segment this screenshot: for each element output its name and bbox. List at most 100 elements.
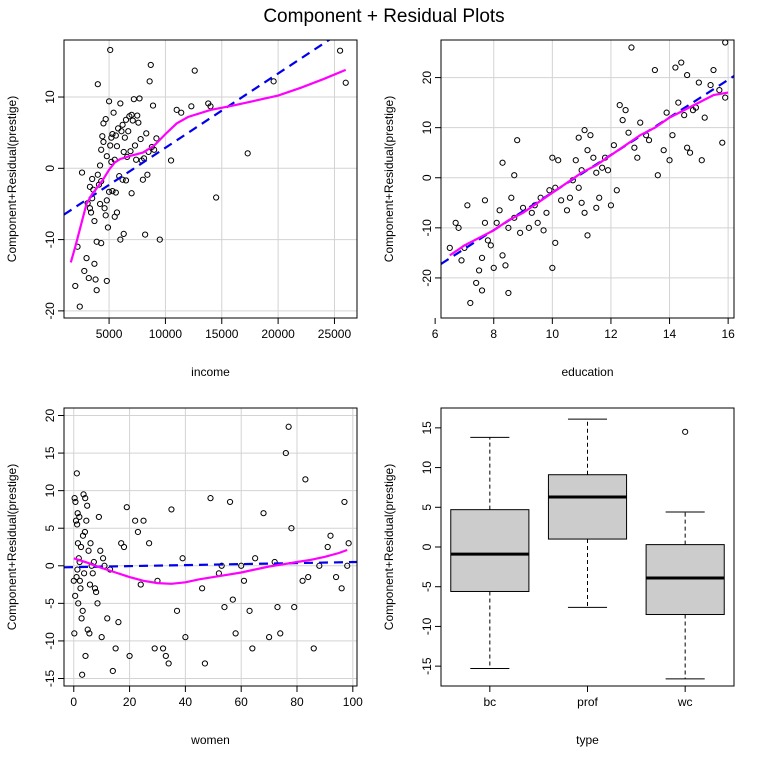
- data-point: [76, 513, 83, 521]
- data-point: [85, 547, 92, 554]
- data-point: [129, 117, 136, 124]
- data-point: [84, 626, 91, 633]
- data-point: [327, 532, 334, 539]
- data-point: [92, 276, 99, 283]
- x-axis-label: type: [576, 733, 599, 747]
- x-tick-label: 100: [343, 695, 363, 709]
- data-point: [74, 521, 81, 528]
- data-point: [143, 130, 150, 137]
- data-point: [96, 162, 104, 169]
- data-point: [628, 44, 635, 51]
- data-point: [199, 585, 206, 592]
- box-bc: [450, 436, 530, 670]
- data-point: [137, 581, 144, 588]
- panel-education: 6 8 10 12 14 16 -20 -10 0 10 20 education Component+…: [382, 39, 735, 379]
- data-point: [125, 128, 132, 135]
- data-point: [134, 112, 141, 119]
- data-point: [338, 585, 345, 592]
- data-point: [540, 227, 547, 234]
- y-tick-label: -10: [43, 632, 57, 650]
- data-point: [126, 652, 133, 660]
- data-point: [324, 543, 331, 551]
- y-tick-label: -10: [420, 617, 434, 635]
- data-point: [604, 167, 612, 174]
- data-point: [475, 267, 483, 274]
- plot-panels: 5000 10000 15000 20000 25000-20-10010incomeC…: [5, 39, 735, 747]
- data-point: [86, 205, 94, 212]
- data-point: [484, 237, 491, 244]
- data-point: [684, 144, 691, 151]
- y-axis-label: Component+Residual(prestige): [5, 96, 19, 262]
- data-point: [345, 540, 352, 547]
- data-point: [162, 652, 169, 660]
- data-point: [153, 135, 160, 142]
- x-tick-label: 8: [490, 327, 497, 341]
- data-point: [79, 532, 87, 539]
- data-point: [719, 139, 726, 146]
- data-point: [587, 132, 594, 139]
- panel-income: 5000 10000 15000 20000 25000 -20 -10 0 10 income C…: [5, 39, 358, 379]
- data-point: [546, 187, 553, 194]
- data-point: [707, 81, 714, 89]
- data-point: [99, 133, 106, 140]
- data-point: [119, 121, 126, 128]
- data-point: [528, 209, 535, 216]
- data-point: [722, 39, 729, 46]
- data-point: [77, 543, 85, 551]
- data-point: [103, 153, 110, 160]
- data-point: [493, 219, 500, 226]
- data-point: [310, 645, 317, 652]
- x-tick-label: 6: [432, 327, 439, 341]
- y-tick-label: 5: [43, 525, 57, 532]
- data-point: [511, 172, 518, 179]
- x-tick-label: 10: [546, 327, 560, 341]
- figure-title: Component + Residual Plots: [263, 6, 504, 27]
- data-point: [85, 274, 92, 282]
- data-point: [118, 128, 125, 135]
- data-point: [100, 138, 107, 146]
- data-point: [191, 67, 198, 74]
- data-point: [86, 183, 94, 190]
- data-point: [120, 230, 127, 237]
- data-point: [549, 154, 556, 161]
- data-point: [446, 244, 453, 251]
- data-point: [226, 498, 234, 506]
- data-point: [102, 116, 109, 123]
- y-tick-label: 10: [420, 121, 434, 135]
- data-point: [581, 209, 588, 216]
- data-point: [563, 207, 571, 214]
- data-point: [86, 581, 94, 588]
- x-tick-label: 15000: [205, 327, 239, 341]
- data-point: [105, 188, 113, 195]
- data-point: [634, 154, 641, 161]
- data-point: [74, 566, 81, 573]
- data-point: [188, 103, 195, 110]
- data-point: [660, 147, 667, 154]
- x-tick-label: 16: [721, 327, 735, 341]
- data-point: [599, 164, 606, 171]
- data-point: [622, 107, 629, 114]
- data-point: [178, 109, 185, 116]
- panel-women: 0 20 40 60 80 100 -15 -10 -5 0 5 10 15 20 women Compone…: [5, 407, 363, 747]
- outlier-point: [682, 428, 689, 435]
- data-point: [549, 264, 556, 272]
- y-axis-label: Component+Residual(prestige): [5, 464, 19, 630]
- data-point: [669, 132, 676, 139]
- data-point: [136, 95, 143, 102]
- data-point: [78, 615, 85, 622]
- fit-line: [441, 75, 734, 265]
- data-point: [107, 46, 114, 54]
- data-point: [134, 528, 142, 536]
- data-point: [619, 117, 626, 124]
- data-point: [122, 177, 130, 184]
- data-point: [651, 66, 658, 74]
- data-point: [94, 600, 101, 607]
- data-point: [596, 194, 603, 201]
- data-points: [70, 423, 352, 678]
- data-point: [108, 134, 115, 141]
- data-point: [260, 510, 267, 517]
- data-point: [151, 146, 158, 153]
- data-point: [79, 671, 86, 678]
- data-point: [701, 114, 708, 121]
- data-point: [490, 264, 497, 272]
